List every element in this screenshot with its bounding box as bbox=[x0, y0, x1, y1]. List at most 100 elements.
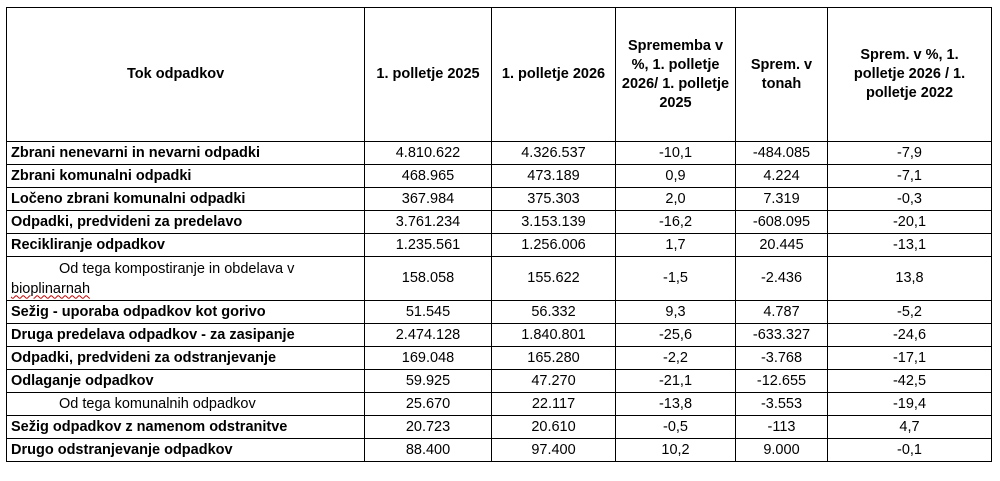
cell-2025: 367.984 bbox=[364, 187, 492, 211]
cell-pct-2022: 13,8 bbox=[827, 256, 992, 301]
row-label: Odlaganje odpadkov bbox=[6, 369, 365, 393]
cell-2025: 20.723 bbox=[364, 415, 492, 439]
cell-pct-2022: 4,7 bbox=[827, 415, 992, 439]
table-row: Zbrani komunalni odpadki 468.965 473.189… bbox=[6, 164, 992, 188]
table-row: Zbrani nenevarni in nevarni odpadki 4.81… bbox=[6, 141, 992, 165]
cell-pct: -25,6 bbox=[615, 323, 736, 347]
cell-tons: 20.445 bbox=[735, 233, 828, 257]
cell-2026: 47.270 bbox=[491, 369, 616, 393]
cell-tons: -3.553 bbox=[735, 392, 828, 416]
header-tok-odpadkov: Tok odpadkov bbox=[6, 7, 365, 142]
row-label: Sežig - uporaba odpadkov kot gorivo bbox=[6, 300, 365, 324]
row-label-line1: Od tega kompostiranje in obdelava v bbox=[59, 260, 295, 277]
header-change-pct: Sprememba v %, 1. polletje 2026/ 1. poll… bbox=[615, 7, 736, 142]
cell-2026: 165.280 bbox=[491, 346, 616, 370]
row-label: Od tega komunalnih odpadkov bbox=[6, 392, 365, 416]
cell-pct-2022: -13,1 bbox=[827, 233, 992, 257]
table-row: Ločeno zbrani komunalni odpadki 367.984 … bbox=[6, 187, 992, 211]
table-row: Drugo odstranjevanje odpadkov 88.400 97.… bbox=[6, 438, 992, 462]
cell-2026: 473.189 bbox=[491, 164, 616, 188]
cell-pct-2022: -42,5 bbox=[827, 369, 992, 393]
cell-pct-2022: -19,4 bbox=[827, 392, 992, 416]
cell-pct-2022: -17,1 bbox=[827, 346, 992, 370]
header-change-pct-2022: Sprem. v %, 1. polletje 2026 / 1. pollet… bbox=[827, 7, 992, 142]
cell-2026: 1.840.801 bbox=[491, 323, 616, 347]
cell-pct-2022: -0,3 bbox=[827, 187, 992, 211]
cell-tons: 9.000 bbox=[735, 438, 828, 462]
cell-tons: -633.327 bbox=[735, 323, 828, 347]
cell-pct: -16,2 bbox=[615, 210, 736, 234]
cell-pct: 10,2 bbox=[615, 438, 736, 462]
row-label: Recikliranje odpadkov bbox=[6, 233, 365, 257]
row-label: Zbrani komunalni odpadki bbox=[6, 164, 365, 188]
cell-pct-2022: -7,1 bbox=[827, 164, 992, 188]
cell-tons: -608.095 bbox=[735, 210, 828, 234]
cell-pct-2022: -7,9 bbox=[827, 141, 992, 165]
row-label: Odpadki, predvideni za predelavo bbox=[6, 210, 365, 234]
cell-2026: 4.326.537 bbox=[491, 141, 616, 165]
cell-2025: 88.400 bbox=[364, 438, 492, 462]
cell-2025: 4.810.622 bbox=[364, 141, 492, 165]
row-label-line2: bioplinarnah bbox=[11, 280, 91, 297]
cell-pct: -21,1 bbox=[615, 369, 736, 393]
table-row: Odlaganje odpadkov 59.925 47.270 -21,1 -… bbox=[6, 369, 992, 393]
table-row: Druga predelava odpadkov - za zasipanje … bbox=[6, 323, 992, 347]
cell-tons: -484.085 bbox=[735, 141, 828, 165]
cell-2025: 1.235.561 bbox=[364, 233, 492, 257]
cell-tons: 4.224 bbox=[735, 164, 828, 188]
row-label: Ločeno zbrani komunalni odpadki bbox=[6, 187, 365, 211]
cell-pct: -13,8 bbox=[615, 392, 736, 416]
cell-2025: 59.925 bbox=[364, 369, 492, 393]
cell-tons: 7.319 bbox=[735, 187, 828, 211]
cell-2025: 2.474.128 bbox=[364, 323, 492, 347]
cell-pct-2022: -20,1 bbox=[827, 210, 992, 234]
cell-2025: 158.058 bbox=[364, 256, 492, 301]
cell-2026: 97.400 bbox=[491, 438, 616, 462]
table-row: Od tega kompostiranje in obdelava v biop… bbox=[6, 256, 992, 301]
row-label: Odpadki, predvideni za odstranjevanje bbox=[6, 346, 365, 370]
row-label: Zbrani nenevarni in nevarni odpadki bbox=[6, 141, 365, 165]
cell-2026: 56.332 bbox=[491, 300, 616, 324]
cell-pct-2022: -5,2 bbox=[827, 300, 992, 324]
cell-pct: 1,7 bbox=[615, 233, 736, 257]
cell-2025: 25.670 bbox=[364, 392, 492, 416]
cell-pct-2022: -0,1 bbox=[827, 438, 992, 462]
cell-tons: -12.655 bbox=[735, 369, 828, 393]
cell-pct: 9,3 bbox=[615, 300, 736, 324]
waste-table: Tok odpadkov 1. polletje 2025 1. polletj… bbox=[6, 7, 992, 462]
cell-2025: 51.545 bbox=[364, 300, 492, 324]
row-label: Druga predelava odpadkov - za zasipanje bbox=[6, 323, 365, 347]
header-change-tons: Sprem. v tonah bbox=[735, 7, 828, 142]
cell-tons: -3.768 bbox=[735, 346, 828, 370]
cell-pct: 0,9 bbox=[615, 164, 736, 188]
table-row: Sežig - uporaba odpadkov kot gorivo 51.5… bbox=[6, 300, 992, 324]
row-label: Od tega kompostiranje in obdelava v biop… bbox=[6, 256, 365, 301]
row-label: Drugo odstranjevanje odpadkov bbox=[6, 438, 365, 462]
cell-tons: -2.436 bbox=[735, 256, 828, 301]
cell-pct: -1,5 bbox=[615, 256, 736, 301]
cell-2026: 22.117 bbox=[491, 392, 616, 416]
table-row: Odpadki, predvideni za predelavo 3.761.2… bbox=[6, 210, 992, 234]
header-h1-2026: 1. polletje 2026 bbox=[491, 7, 616, 142]
cell-2026: 155.622 bbox=[491, 256, 616, 301]
header-row: Tok odpadkov 1. polletje 2025 1. polletj… bbox=[6, 7, 992, 142]
cell-pct-2022: -24,6 bbox=[827, 323, 992, 347]
cell-2026: 3.153.139 bbox=[491, 210, 616, 234]
cell-2025: 468.965 bbox=[364, 164, 492, 188]
cell-2026: 20.610 bbox=[491, 415, 616, 439]
table-row: Sežig odpadkov z namenom odstranitve 20.… bbox=[6, 415, 992, 439]
table-row: Odpadki, predvideni za odstranjevanje 16… bbox=[6, 346, 992, 370]
cell-2025: 169.048 bbox=[364, 346, 492, 370]
header-h1-2025: 1. polletje 2025 bbox=[364, 7, 492, 142]
cell-2026: 375.303 bbox=[491, 187, 616, 211]
cell-pct: -2,2 bbox=[615, 346, 736, 370]
cell-tons: -113 bbox=[735, 415, 828, 439]
cell-2025: 3.761.234 bbox=[364, 210, 492, 234]
cell-tons: 4.787 bbox=[735, 300, 828, 324]
cell-pct: -0,5 bbox=[615, 415, 736, 439]
cell-pct: 2,0 bbox=[615, 187, 736, 211]
cell-2026: 1.256.006 bbox=[491, 233, 616, 257]
table-row: Od tega komunalnih odpadkov 25.670 22.11… bbox=[6, 392, 992, 416]
row-label: Sežig odpadkov z namenom odstranitve bbox=[6, 415, 365, 439]
table-row: Recikliranje odpadkov 1.235.561 1.256.00… bbox=[6, 233, 992, 257]
